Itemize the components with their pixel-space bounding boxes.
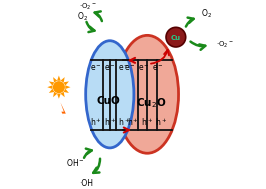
Text: CuO: CuO bbox=[96, 96, 120, 106]
Polygon shape bbox=[60, 102, 66, 122]
Text: e$^-$ e$^-$ e$^-$: e$^-$ e$^-$ e$^-$ bbox=[124, 64, 164, 73]
Polygon shape bbox=[60, 92, 65, 97]
Polygon shape bbox=[53, 92, 57, 97]
Polygon shape bbox=[53, 77, 57, 83]
Polygon shape bbox=[64, 81, 69, 86]
Circle shape bbox=[166, 27, 186, 47]
Text: h$^+$ h$^+$ h$^+$: h$^+$ h$^+$ h$^+$ bbox=[90, 116, 130, 128]
Text: OH$^-$: OH$^-$ bbox=[65, 157, 84, 168]
Text: O$_2$: O$_2$ bbox=[77, 10, 88, 23]
Polygon shape bbox=[49, 81, 54, 86]
Polygon shape bbox=[60, 77, 65, 83]
Text: e$^-$ e$^-$ e$^-$: e$^-$ e$^-$ e$^-$ bbox=[90, 64, 130, 73]
Text: ·OH: ·OH bbox=[79, 179, 93, 188]
Text: Cu: Cu bbox=[171, 35, 181, 41]
Ellipse shape bbox=[86, 41, 134, 148]
Text: Cu$_2$O: Cu$_2$O bbox=[136, 96, 166, 110]
Polygon shape bbox=[57, 76, 61, 81]
Circle shape bbox=[53, 81, 65, 93]
Text: O$_2$: O$_2$ bbox=[201, 8, 212, 20]
Polygon shape bbox=[65, 85, 70, 89]
Polygon shape bbox=[49, 89, 54, 93]
Text: ·O$_2$$^-$: ·O$_2$$^-$ bbox=[79, 2, 96, 12]
Ellipse shape bbox=[116, 35, 178, 153]
Polygon shape bbox=[47, 85, 52, 89]
Polygon shape bbox=[64, 89, 69, 93]
Text: h$^+$ h$^+$ h$^+$: h$^+$ h$^+$ h$^+$ bbox=[127, 116, 167, 128]
Text: ·O$_2$$^-$: ·O$_2$$^-$ bbox=[216, 40, 234, 50]
Polygon shape bbox=[57, 94, 61, 99]
